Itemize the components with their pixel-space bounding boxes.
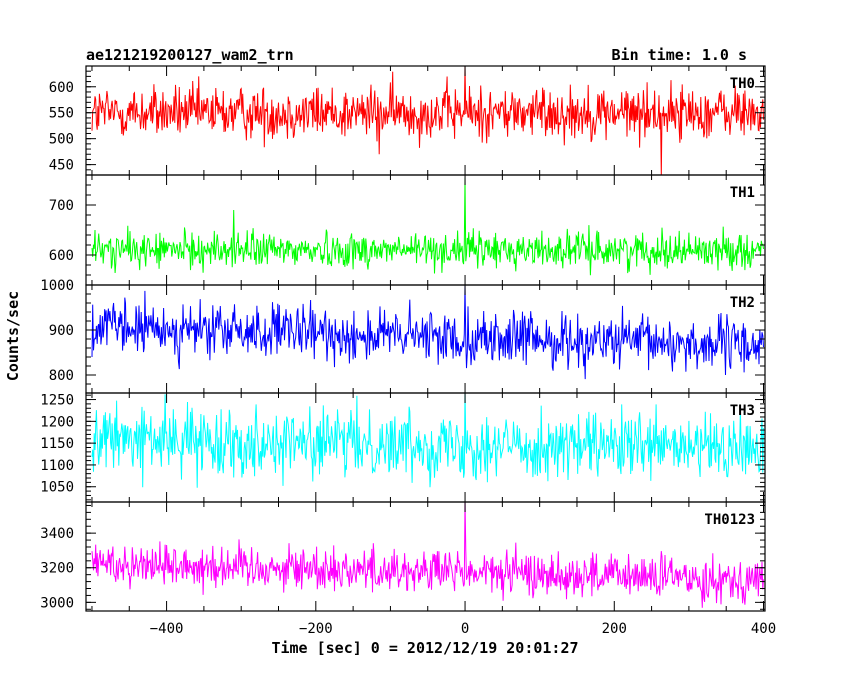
x-axis: −400 −200 0 200 400	[150, 621, 776, 637]
series-line-th1	[91, 177, 764, 276]
panel-label-th0: TH0	[730, 76, 755, 92]
y-tick-label: 900	[49, 323, 74, 339]
y-tick-label: 500	[49, 132, 74, 148]
panel-frame	[85, 501, 766, 612]
y-tick-label: 1150	[40, 436, 74, 452]
panel-th0: 450 500 550 600 TH0	[49, 65, 766, 176]
x-tick-label: 0	[461, 621, 469, 637]
y-tick-label: 450	[49, 158, 74, 174]
x-tick-label: 400	[751, 621, 776, 637]
panel-th3: 1050 1100 1150 1200 1250 TH3	[40, 392, 766, 503]
y-tick-label: 700	[49, 198, 74, 214]
x-tick-label: −200	[299, 621, 333, 637]
y-tick-label: 3200	[40, 561, 74, 577]
panel-th2: 800 900 1000 TH2	[40, 278, 766, 394]
series-line-th0	[91, 66, 764, 175]
chart-title: ae121219200127_wam2_trn	[86, 46, 294, 64]
y-axis-title: Counts/sec	[4, 291, 22, 381]
y-tick-label: 1100	[40, 458, 74, 474]
panel-label-th3: TH3	[730, 403, 755, 419]
panel-th0123: 3000 3200 3400 TH0123	[40, 501, 766, 612]
panel-frame	[85, 174, 766, 286]
y-tick-label: 1200	[40, 414, 74, 430]
panels-group: 450 500 550 600 TH0 600 700 TH1 800 900 1000 TH2 105…	[40, 65, 766, 612]
y-tick-label: 550	[49, 106, 74, 122]
x-tick-label: −400	[150, 621, 184, 637]
bin-time-label: Bin time: 1.0 s	[612, 46, 747, 64]
y-tick-label: 1050	[40, 480, 74, 496]
y-tick-label: 1000	[40, 278, 74, 294]
y-tick-label: 800	[49, 368, 74, 384]
y-tick-label: 1250	[40, 393, 74, 409]
y-tick-label: 3000	[40, 595, 74, 611]
y-tick-label: 600	[49, 80, 74, 96]
y-tick-label: 3400	[40, 526, 74, 542]
panel-label-th1: TH1	[730, 185, 755, 201]
x-tick-label: 200	[602, 621, 627, 637]
series-line-th0123	[91, 502, 764, 608]
x-axis-title: Time [sec] 0 = 2012/12/19 20:01:27	[271, 639, 578, 657]
panel-label-th2: TH2	[730, 295, 755, 311]
series-line-th2	[91, 285, 764, 380]
y-tick-label: 600	[49, 248, 74, 264]
series-line-th3	[91, 393, 764, 488]
panel-th1: 600 700 TH1	[49, 174, 766, 286]
panel-label-th0123: TH0123	[704, 512, 755, 528]
